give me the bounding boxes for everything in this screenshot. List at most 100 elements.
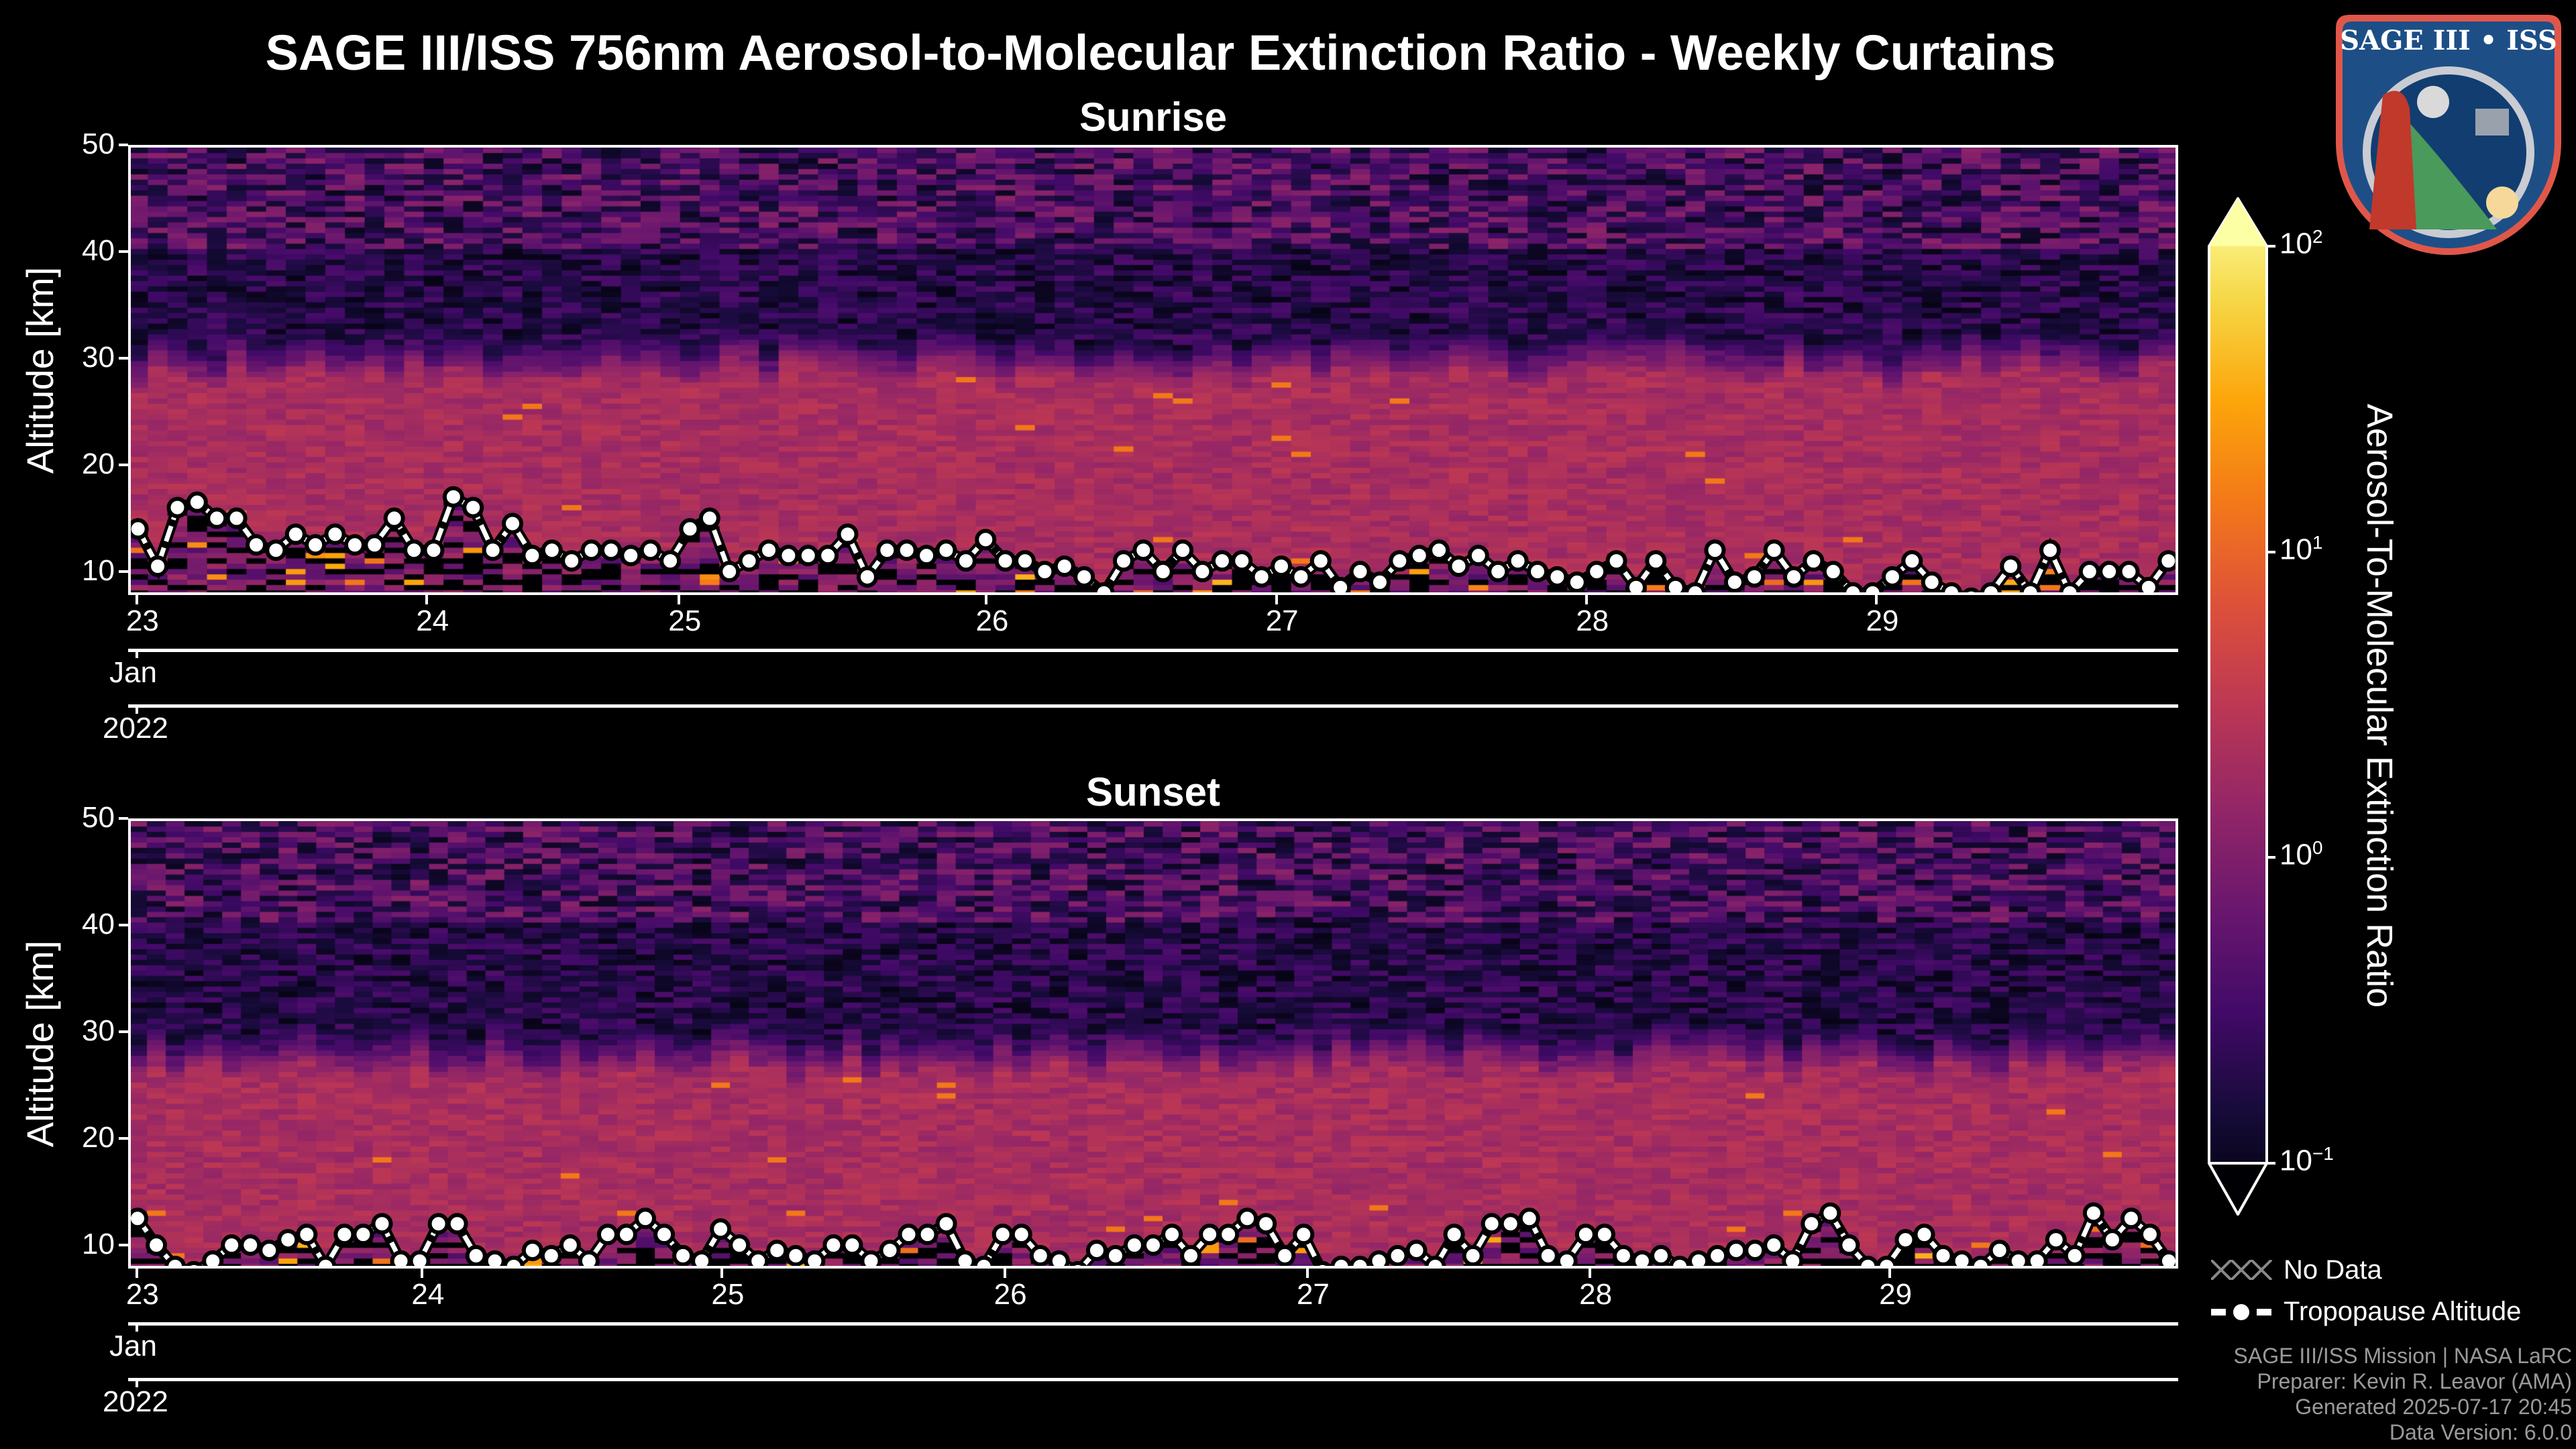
sunrise-tropopause-point-20 bbox=[521, 545, 543, 567]
colorbar-gradient bbox=[2206, 196, 2269, 1218]
sunset-tropopause-point-107 bbox=[2139, 1224, 2161, 1246]
sunset-tropopause-point-89 bbox=[1801, 1213, 1823, 1235]
sunset-tropopause-point-72 bbox=[1481, 1213, 1503, 1235]
sunrise-tropopause-point-102 bbox=[2137, 576, 2159, 595]
sunrise-xtick-label: 24 bbox=[416, 604, 449, 637]
sunset-ytick-label: 40 bbox=[82, 908, 115, 941]
sunset-tropopause-point-73 bbox=[1499, 1213, 1521, 1235]
sunset-xtick-label: 26 bbox=[994, 1278, 1027, 1311]
sunrise-tropopause-point-46 bbox=[1034, 561, 1056, 583]
sunrise-tropopause-point-72 bbox=[1546, 566, 1568, 588]
sunrise-tropopause-point-63 bbox=[1368, 571, 1391, 593]
sunset-tropopause-point-11 bbox=[333, 1224, 356, 1246]
sunset-tropopause-point-19 bbox=[484, 1250, 506, 1269]
sunset-tropopause-point-58 bbox=[1218, 1224, 1240, 1246]
sunrise-tropopause-point-59 bbox=[1290, 566, 1312, 588]
sunrise-tropopause-point-89 bbox=[1881, 566, 1903, 588]
sunset-tropopause-point-88 bbox=[1782, 1250, 1804, 1269]
sunset-xtick-mark bbox=[135, 1269, 138, 1278]
sunset-tropopause-point-22 bbox=[540, 1244, 562, 1267]
sunrise-ytick-label: 30 bbox=[82, 341, 115, 374]
sunrise-tropopause-point-43 bbox=[975, 529, 997, 551]
sunrise-tropopause-point-17 bbox=[462, 496, 484, 519]
sunset-tropopause-point-54 bbox=[1142, 1234, 1164, 1256]
sunset-xtick-mark bbox=[1003, 1269, 1006, 1278]
sunrise-tropopause-point-35 bbox=[817, 545, 839, 567]
sunrise-tropopause-point-31 bbox=[738, 550, 760, 572]
sunset-heatmap bbox=[128, 818, 2178, 1269]
sunrise-tropopause-point-78 bbox=[1664, 576, 1686, 595]
no-data-hatch-icon bbox=[2211, 1260, 2273, 1280]
footer-mission: SAGE III/ISS Mission | NASA LaRC bbox=[2233, 1344, 2572, 1368]
sunset-tropopause-point-42 bbox=[916, 1224, 938, 1246]
sunset-tropopause-point-94 bbox=[1894, 1229, 1917, 1251]
sunset-tropopause-point-49 bbox=[1048, 1250, 1070, 1269]
sunset-tropopause-point-106 bbox=[2120, 1208, 2142, 1230]
sunset-xtick-label: 25 bbox=[711, 1278, 745, 1311]
sunrise-xtick-mark bbox=[1275, 595, 1278, 604]
sunrise-tropopause-point-100 bbox=[2098, 561, 2121, 583]
colorbar-extend-max bbox=[2209, 199, 2267, 246]
sunset-ytick-mark bbox=[119, 1244, 128, 1247]
sage-iss-mission-logo: SAGE III • ISS bbox=[2329, 8, 2568, 263]
sunset-tropopause-point-53 bbox=[1123, 1234, 1145, 1256]
sunrise-tropopause-point-14 bbox=[403, 539, 425, 561]
sunset-tropopause-point-79 bbox=[1612, 1244, 1634, 1267]
sunrise-ytick-mark bbox=[119, 250, 128, 253]
sunrise-tropopause-point-47 bbox=[1053, 555, 1075, 578]
sunrise-ytick-mark bbox=[119, 144, 128, 146]
sunset-xtick-mark bbox=[421, 1269, 424, 1278]
sunset-tropopause-point-80 bbox=[1631, 1250, 1653, 1269]
sunset-tropopause-point-41 bbox=[898, 1224, 920, 1246]
sunrise-axes-frame bbox=[128, 145, 2178, 595]
sunset-tropopause-point-99 bbox=[1988, 1239, 2010, 1261]
sunset-ytick-mark bbox=[119, 924, 128, 926]
colorbar-tick-mark bbox=[2267, 550, 2275, 553]
sunset-tropopause-point-68 bbox=[1405, 1239, 1428, 1261]
sunset-xtick-label: 29 bbox=[1879, 1278, 1913, 1311]
sunrise-tropopause-point-53 bbox=[1172, 539, 1194, 561]
sunrise-tropopause-point-13 bbox=[383, 507, 405, 529]
sunrise-tropopause-point-9 bbox=[305, 534, 327, 556]
sunset-tropopause-point-61 bbox=[1274, 1244, 1296, 1267]
sunrise-tropopause-point-36 bbox=[837, 523, 859, 545]
sunset-tropopause-series bbox=[128, 818, 2178, 1269]
sunset-tropopause-point-90 bbox=[1819, 1202, 1841, 1224]
sunrise-tropopause-point-4 bbox=[206, 507, 228, 529]
sunrise-tropopause-point-45 bbox=[1014, 550, 1036, 572]
sunrise-tropopause-point-86 bbox=[1822, 561, 1844, 583]
sunset-tropopause-point-34 bbox=[766, 1239, 788, 1261]
sunrise-ytick-mark bbox=[119, 357, 128, 360]
sunrise-tropopause-point-84 bbox=[1783, 566, 1805, 588]
sunset-tropopause-point-1 bbox=[146, 1234, 168, 1256]
sunrise-heatmap bbox=[128, 145, 2178, 595]
sunrise-tropopause-point-3 bbox=[186, 491, 208, 513]
sunset-tropopause-point-40 bbox=[879, 1239, 901, 1261]
sunrise-tropopause-point-62 bbox=[1349, 561, 1371, 583]
sunrise-ytick-label: 50 bbox=[82, 127, 115, 160]
sunrise-tropopause-point-71 bbox=[1527, 561, 1548, 583]
colorbar-tick-label: 10−1 bbox=[2279, 1143, 2334, 1177]
sunrise-ytick-mark bbox=[119, 570, 128, 574]
sunset-xtick-label: 24 bbox=[411, 1278, 445, 1311]
sunrise-tropopause-point-10 bbox=[324, 523, 346, 545]
sunset-tropopause-point-86 bbox=[1744, 1239, 1766, 1261]
sunset-xtick-label: 23 bbox=[125, 1278, 159, 1311]
sunset-tropopause-point-71 bbox=[1462, 1244, 1484, 1267]
sunset-xtick-mark bbox=[1589, 1269, 1592, 1278]
sunrise-tropopause-point-42 bbox=[955, 550, 977, 572]
sunrise-tropopause-point-18 bbox=[482, 539, 504, 561]
sunset-month-axis-line bbox=[128, 1322, 2178, 1326]
sunrise-tropopause-point-19 bbox=[502, 513, 523, 535]
sunset-tropopause-point-44 bbox=[954, 1250, 976, 1269]
sunrise-tropopause-point-23 bbox=[580, 539, 602, 561]
sunrise-tropopause-point-24 bbox=[600, 539, 622, 561]
sunset-tropopause-point-24 bbox=[578, 1250, 600, 1269]
sunrise-tropopause-point-1 bbox=[147, 555, 169, 578]
sunset-tropopause-point-77 bbox=[1574, 1224, 1597, 1246]
sunrise-tropopause-point-67 bbox=[1448, 555, 1470, 578]
sunrise-xtick-label: 26 bbox=[975, 604, 1009, 637]
sunrise-month-axis-line bbox=[128, 649, 2178, 652]
sunrise-tropopause-point-80 bbox=[1704, 539, 1726, 561]
sunset-tropopause-point-13 bbox=[371, 1213, 393, 1235]
